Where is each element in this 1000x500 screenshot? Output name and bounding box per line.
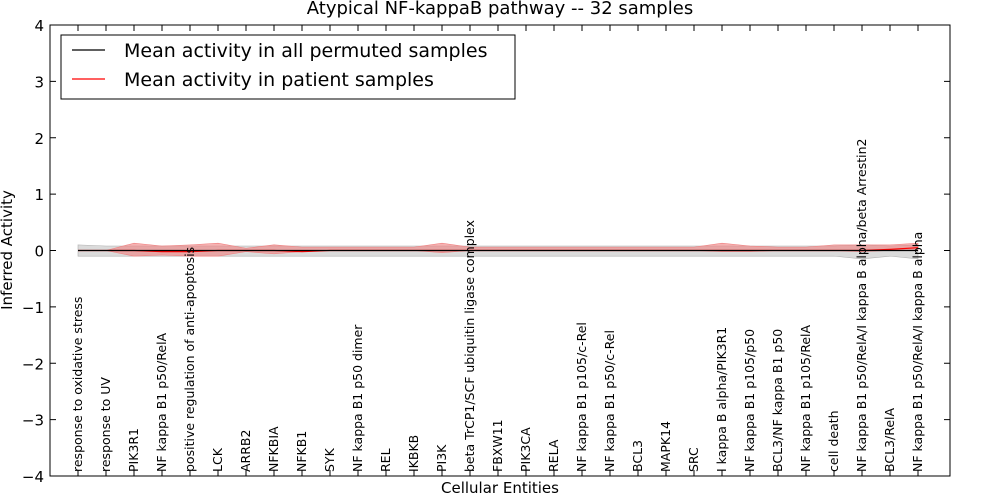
legend-box	[60, 34, 516, 100]
x-axis: response to oxidative stress response to …	[70, 25, 925, 476]
x-tick-label: I kappa B alpha/PIK3R1	[714, 327, 729, 472]
x-tick-label: REL	[378, 448, 393, 472]
x-tick-label: RELA	[546, 439, 561, 472]
x-tick-label: NF kappa B1 p50 dimer	[350, 324, 365, 472]
x-tick-label: IKBKB	[406, 435, 421, 472]
x-tick-label: LCK	[210, 447, 225, 472]
x-tick-label: NFKB1	[294, 431, 309, 472]
x-tick-label: SYK	[322, 447, 337, 472]
x-tick-label: BCL3	[630, 440, 645, 472]
x-tick-label: NF kappa B1 p50/c-Rel	[602, 330, 617, 472]
series-lines	[78, 247, 919, 253]
y-tick-label: 4	[34, 17, 44, 35]
x-axis-label: Cellular Entities	[441, 479, 559, 497]
x-tick-label: NF kappa B1 p50/RelA	[154, 332, 169, 472]
legend: Mean activity in all permuted samples Me…	[60, 34, 516, 100]
y-tick-label: 0	[34, 243, 44, 261]
x-tick-label: MAPK14	[658, 421, 673, 472]
x-tick-label: beta TrCP1/SCF ubiquitin ligase complex	[462, 220, 477, 472]
y-axis: −4 −3 −2 −1 0 1 2 3 4	[22, 17, 950, 486]
x-tick-label: response to oxidative stress	[70, 297, 85, 472]
x-tick-label: SRC	[686, 447, 701, 472]
x-tick-label: NF kappa B1 p50/RelA/I kappa B alpha	[910, 232, 925, 472]
x-tick-label: BCL3/RelA	[882, 408, 897, 472]
y-tick-label: −2	[22, 355, 44, 373]
x-tick-label: NF kappa B1 p105/c-Rel	[574, 322, 589, 472]
y-tick-label: −3	[22, 412, 44, 430]
legend-label-permuted: Mean activity in all permuted samples	[124, 40, 487, 62]
x-tick-label: NF kappa B1 p105/p50	[742, 329, 757, 472]
x-tick-label: response to UV	[98, 377, 113, 472]
x-tick-label: NF kappa B1 p105/RelA	[798, 325, 813, 472]
x-tick-label: FBXW11	[490, 419, 505, 472]
x-tick-label: NF kappa B1 p50/RelA/I kappa B alpha/bet…	[854, 139, 869, 473]
x-tick-label: PI3K	[434, 444, 449, 472]
y-tick-label: −4	[22, 468, 44, 486]
y-tick-label: 3	[34, 73, 44, 91]
y-tick-label: −1	[22, 299, 44, 317]
y-axis-label: Inferred Activity	[0, 190, 16, 310]
y-tick-label: 1	[34, 186, 44, 204]
x-tick-label: PIK3CA	[518, 427, 533, 472]
x-tick-label: BCL3/NF kappa B1 p50	[770, 329, 785, 472]
x-tick-label: NFKBIA	[266, 426, 281, 472]
y-tick-label: 2	[34, 130, 44, 148]
chart-title: Atypical NF-kappaB pathway -- 32 samples	[307, 0, 693, 19]
x-tick-label: positive regulation of anti-apoptosis	[182, 247, 197, 472]
x-tick-label: PIK3R1	[126, 428, 141, 472]
x-tick-label: ARRB2	[238, 430, 253, 472]
legend-label-patient: Mean activity in patient samples	[124, 69, 434, 91]
x-tick-label: cell death	[826, 410, 841, 472]
